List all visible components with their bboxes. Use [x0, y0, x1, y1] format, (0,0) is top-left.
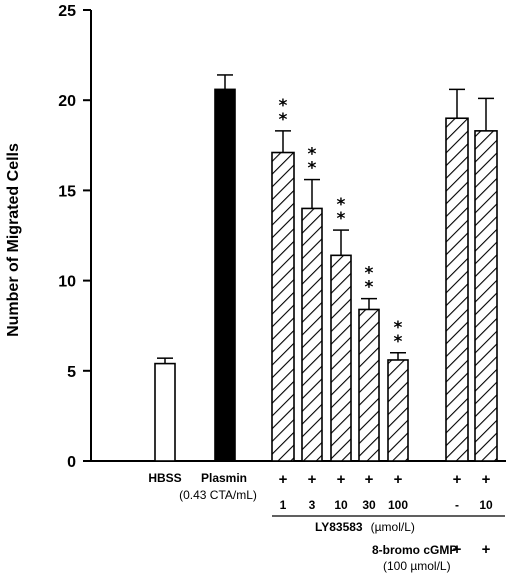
ly83583-label-text: LY83583 (µmol/L): [315, 518, 415, 535]
y-tick-label-10: 10: [58, 274, 76, 291]
bar-7: [387, 359, 409, 462]
plasmin-plus-4: +: [365, 471, 374, 488]
hbss-label: HBSS: [148, 471, 181, 485]
plasmin-concentration-label: (0.43 CTA/mL): [179, 488, 257, 502]
plasmin-label: Plasmin: [201, 471, 247, 485]
ly83583-dose-3: 10: [334, 498, 348, 512]
bars-layer: * * * * * * * * * *: [154, 74, 498, 462]
bar-5: [330, 254, 352, 462]
y-axis-label: Number of Migrated Cells: [5, 143, 22, 337]
y-tick-label-5: 5: [67, 364, 76, 381]
significance-stars-3: * *: [279, 96, 288, 130]
ly83583-dose-7: 10: [479, 498, 493, 512]
significance-stars-7: * *: [394, 318, 403, 352]
bar-3: [271, 151, 295, 462]
plasmin-plus-2: +: [308, 471, 317, 488]
ly83583-dose-row: 1 3 10 30 100 - 10: [280, 498, 493, 512]
ly83583-dose-5: 100: [388, 498, 408, 512]
bar-6: [358, 308, 380, 462]
bar-9: [474, 130, 498, 462]
plasmin-plus-3: +: [337, 471, 346, 488]
significance-stars-6: * *: [365, 264, 374, 298]
ly83583-dose-6: -: [455, 498, 459, 512]
ly83583-dose-1: 1: [280, 498, 287, 512]
significance-stars-4: * *: [308, 145, 317, 179]
bar-4: [301, 207, 323, 462]
bromo-cgmp-plus-2: +: [482, 541, 491, 558]
ly83583-dose-4: 30: [362, 498, 376, 512]
plasmin-plus-1: +: [279, 471, 288, 488]
bromo-cgmp-concentration-label: (100 µmol/L): [383, 559, 451, 573]
bar-8: [445, 117, 469, 462]
plasmin-plus-5: +: [394, 471, 403, 488]
y-tick-label-15: 15: [58, 183, 76, 200]
bromo-cgmp-plus-row: + +: [453, 541, 491, 558]
ly83583-unit: (µmol/L): [371, 520, 415, 534]
y-tick-label-0: 0: [67, 454, 76, 471]
bar-1: [154, 362, 176, 462]
bromo-cgmp-label: 8-bromo cGMP: [372, 543, 457, 557]
plasmin-plus-7: +: [482, 471, 491, 488]
ly83583-label: LY83583: [315, 520, 363, 534]
bromo-cgmp-plus-1: +: [453, 541, 462, 558]
plasmin-plus-row: + + + + + + +: [279, 471, 491, 488]
y-tick-label-20: 20: [58, 93, 76, 110]
plasmin-plus-6: +: [453, 471, 462, 488]
bar-2: [214, 88, 236, 462]
y-tick-label-25: 25: [58, 3, 76, 20]
ly83583-dose-2: 3: [309, 498, 316, 512]
significance-stars-5: * *: [337, 195, 346, 229]
